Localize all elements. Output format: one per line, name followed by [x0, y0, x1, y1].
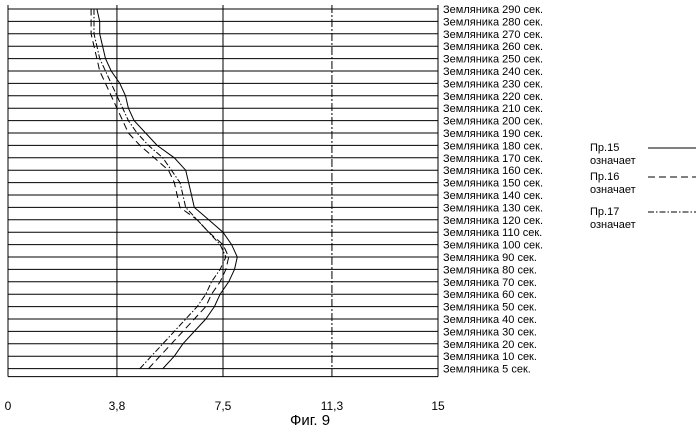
category-label: Земляника 100 сек.: [443, 240, 543, 252]
legend-label-1: Пр.15: [590, 142, 619, 154]
legend-label-line2-3: означает: [590, 219, 636, 231]
category-label: Земляника 10 сек.: [443, 351, 537, 363]
category-label: Земляника 110 сек.: [443, 227, 542, 239]
x-tick-label: 15: [431, 399, 445, 413]
category-label: Земляника 280 сек.: [443, 16, 543, 28]
category-label: Земляника 140 сек.: [443, 190, 543, 202]
category-label: Земляника 5 сек.: [443, 364, 531, 376]
x-tick-labels: 0 3,8 7,5 11,3 15: [5, 399, 445, 413]
figure-caption: Фиг. 9: [290, 412, 330, 429]
category-label: Земляника 290 сек.: [443, 4, 543, 16]
series-line-2: [91, 9, 229, 369]
legend-label-2: Пр.16: [590, 171, 619, 183]
legend-label-line2-1: означает: [590, 155, 636, 167]
category-label: Земляника 120 сек.: [443, 215, 543, 227]
category-label: Земляника 80 сек.: [443, 264, 537, 276]
category-label: Земляника 260 сек.: [443, 41, 543, 53]
category-label: Земляника 270 сек.: [443, 29, 543, 41]
category-labels: Земляника 5 сек.Земляника 10 сек.Земляни…: [443, 4, 543, 376]
category-label: Земляника 70 сек.: [443, 277, 537, 289]
category-label: Земляника 210 сек.: [443, 103, 543, 115]
category-label: Земляника 30 сек.: [443, 326, 537, 338]
legend-label-3: Пр.17: [590, 206, 619, 218]
series-line-1: [97, 9, 237, 369]
category-label: Земляника 230 сек.: [443, 78, 543, 90]
category-label: Земляника 160 сек.: [443, 165, 543, 177]
category-label: Земляника 130 сек.: [443, 202, 543, 214]
category-label: Земляника 180 сек.: [443, 140, 543, 152]
category-label: Земляника 60 сек.: [443, 289, 537, 301]
x-tick-label: 0: [5, 399, 12, 413]
category-label: Земляника 90 сек.: [443, 252, 537, 264]
legend-label-line2-2: означает: [590, 184, 636, 196]
category-label: Земляника 170 сек.: [443, 153, 543, 165]
series-line-3: [94, 9, 226, 369]
category-label: Земляника 240 сек.: [443, 66, 543, 78]
x-tick-label: 11,3: [321, 399, 344, 413]
x-tick-label: 3,8: [109, 399, 126, 413]
category-label: Земляника 250 сек.: [443, 54, 543, 66]
x-tick-label: 7,5: [215, 399, 232, 413]
category-label: Земляника 20 сек.: [443, 339, 537, 351]
vertical-gridlines: [8, 5, 438, 377]
legend: Пр.15означаетПр.16означаетПр.17означает: [590, 142, 696, 231]
category-label: Земляника 150 сек.: [443, 178, 543, 190]
series-lines: [91, 9, 237, 369]
category-label: Земляника 190 сек.: [443, 128, 543, 140]
category-label: Земляника 200 сек.: [443, 116, 543, 128]
category-label: Земляника 40 сек.: [443, 314, 537, 326]
category-label: Земляника 50 сек.: [443, 302, 537, 314]
category-label: Земляника 220 сек.: [443, 91, 543, 103]
